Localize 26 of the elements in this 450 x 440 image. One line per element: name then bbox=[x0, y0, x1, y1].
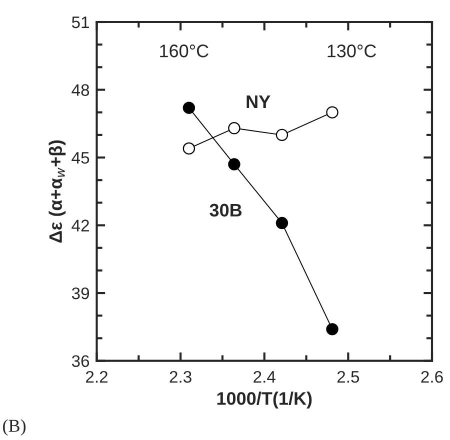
x-tick-label: 2.3 bbox=[170, 370, 192, 383]
point bbox=[326, 323, 338, 336]
point bbox=[182, 142, 196, 155]
x-tick-label: 2.4 bbox=[254, 370, 276, 383]
x-tick-label: 2.2 bbox=[86, 370, 108, 383]
point bbox=[276, 216, 288, 230]
annotation: 160°C bbox=[160, 44, 208, 58]
point bbox=[182, 102, 196, 114]
y-axis-title: Δε (α+α$_{w}$+β) bbox=[48, 140, 66, 243]
series-label: 30B bbox=[210, 204, 242, 217]
series-label: NY bbox=[246, 96, 270, 108]
y-tick-label: 45 bbox=[72, 152, 90, 164]
y-tick-label: 39 bbox=[72, 287, 90, 300]
x-tick-label: 2.5 bbox=[337, 370, 360, 383]
y-tick-label: 51 bbox=[72, 16, 89, 28]
point bbox=[326, 106, 338, 118]
y-tick-label: 42 bbox=[72, 220, 89, 232]
x-axis-title: 1000/T(1/K) bbox=[217, 392, 312, 408]
x-tick-label: 2.6 bbox=[421, 370, 443, 383]
point bbox=[276, 128, 288, 142]
y-tick-label: 36 bbox=[72, 355, 90, 368]
y-tick-label: 48 bbox=[72, 84, 90, 96]
point bbox=[228, 122, 240, 134]
text: (B) bbox=[3, 419, 26, 436]
point bbox=[228, 158, 240, 170]
annotation: 130°C bbox=[328, 44, 376, 58]
